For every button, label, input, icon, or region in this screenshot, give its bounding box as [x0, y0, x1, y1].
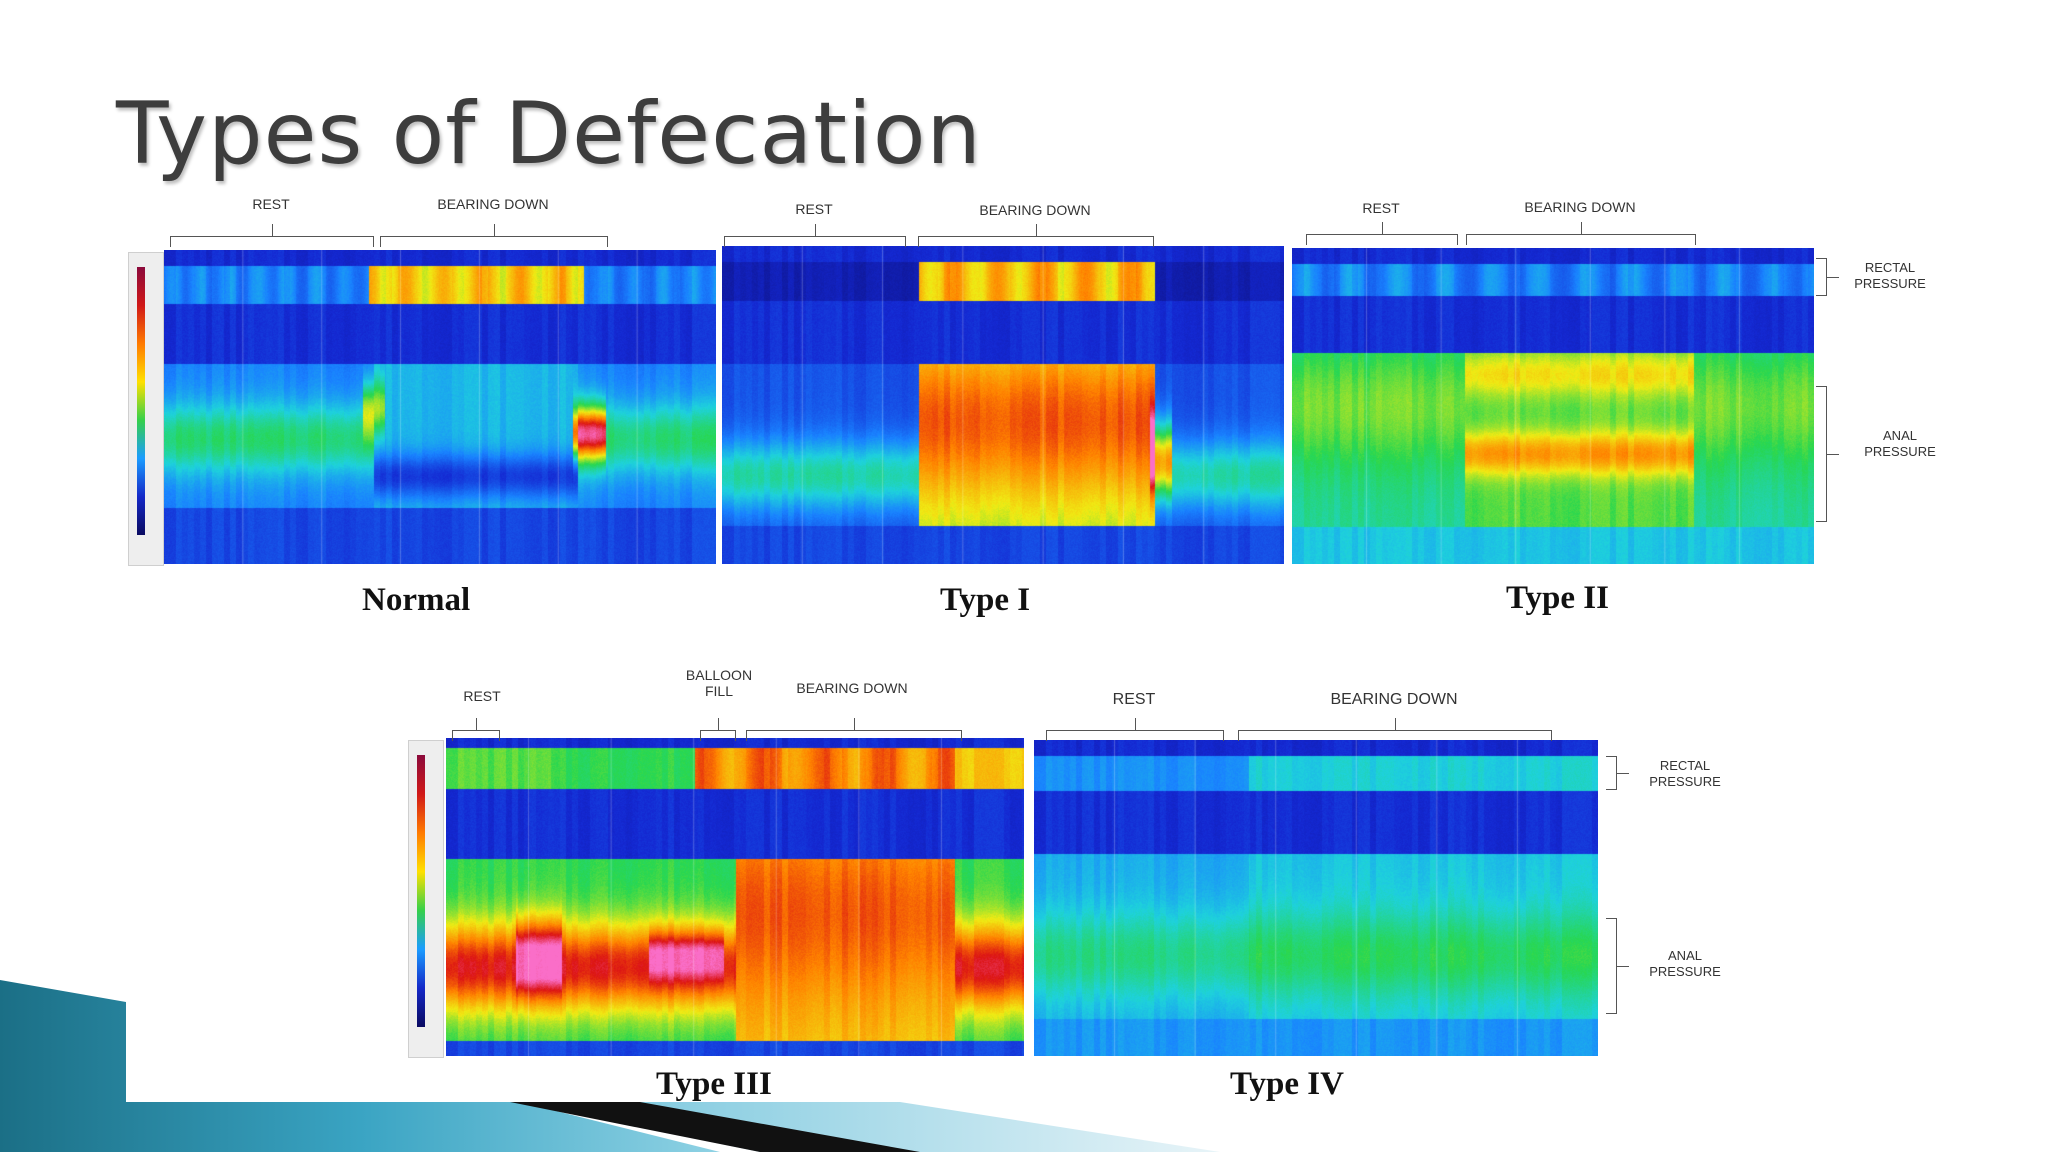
panel-caption-type-i: Type I — [940, 582, 1031, 618]
bearing-down-bracket — [746, 718, 962, 741]
balloon-fill-bracket — [700, 718, 736, 741]
panel-caption-type-iii: Type III — [656, 1066, 772, 1102]
pressure-map-normal — [164, 250, 716, 564]
panel-caption-type-ii: Type II — [1506, 580, 1609, 616]
color-scale-bar — [128, 252, 164, 566]
rest-bracket — [452, 718, 500, 741]
pressure-map-type-ii — [1292, 248, 1814, 564]
rectal-pressure-label: RECTAL PRESSURE — [1649, 758, 1721, 789]
rest-label: REST — [1112, 691, 1156, 708]
bearing-down-label: BEARING DOWN — [437, 196, 549, 212]
rest-bracket — [170, 224, 374, 247]
anal-pressure-bracket — [1606, 918, 1629, 1014]
rectal-pressure-bracket — [1816, 258, 1839, 296]
pressure-map-type-iii — [446, 738, 1024, 1056]
rectal-pressure-bracket — [1606, 756, 1629, 790]
bearing-down-bracket — [1466, 222, 1696, 245]
rest-label: REST — [463, 688, 501, 704]
slide-title: Types of Defecation — [116, 84, 982, 184]
rectal-pressure-label: RECTAL PRESSURE — [1854, 260, 1926, 291]
balloon-fill-label: BALLOON FILL — [685, 667, 753, 699]
panel-caption-type-iv: Type IV — [1230, 1066, 1344, 1102]
rest-bracket — [1306, 222, 1458, 245]
bearing-down-label: BEARING DOWN — [1524, 199, 1636, 215]
rest-bracket — [724, 224, 906, 247]
bearing-down-bracket — [1238, 718, 1552, 741]
rest-label: REST — [1362, 200, 1400, 216]
panel-caption-normal: Normal — [362, 582, 471, 618]
bearing-down-label: BEARING DOWN — [979, 202, 1091, 218]
anal-pressure-label: ANAL PRESSURE — [1649, 948, 1721, 979]
bearing-down-bracket — [918, 224, 1154, 247]
anal-pressure-label: ANAL PRESSURE — [1864, 428, 1936, 459]
pressure-map-type-iv — [1034, 740, 1598, 1056]
color-scale-bar — [408, 740, 444, 1058]
bearing-down-label: BEARING DOWN — [1330, 691, 1458, 708]
rest-label: REST — [252, 196, 290, 212]
rest-label: REST — [795, 201, 833, 217]
pressure-map-type-i — [722, 246, 1284, 564]
anal-pressure-bracket — [1816, 386, 1839, 522]
bearing-down-label: BEARING DOWN — [796, 680, 908, 696]
bearing-down-bracket — [380, 224, 608, 247]
rest-bracket — [1046, 718, 1224, 741]
